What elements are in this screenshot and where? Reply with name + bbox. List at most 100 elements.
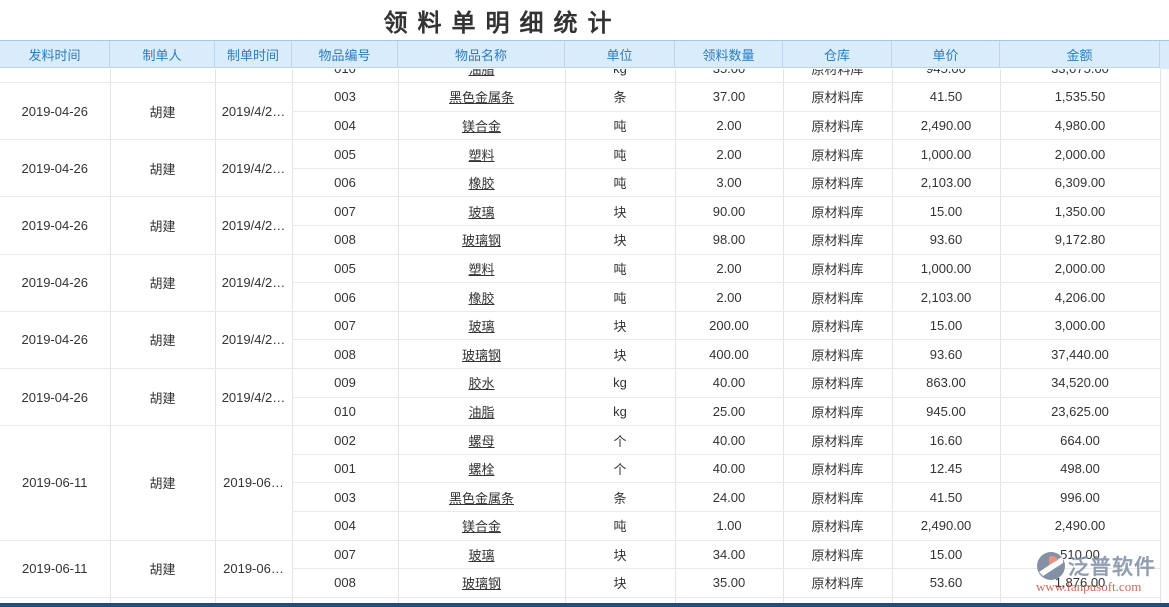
item-name-link[interactable]: 玻璃钢: [398, 339, 566, 370]
item-name-link[interactable]: 玻璃: [398, 196, 566, 227]
item-code-link[interactable]: 008: [292, 568, 399, 598]
creator-link[interactable]: 胡建: [110, 425, 216, 541]
unit-cell: kg: [565, 69, 676, 84]
item-name-link[interactable]: 镁合金: [398, 111, 566, 141]
created-time-cell: [215, 597, 293, 603]
item-code-link[interactable]: 008: [292, 225, 399, 255]
item-code-link[interactable]: 007: [292, 196, 399, 227]
warehouse-cell: 原材料库: [783, 225, 893, 255]
col-header-item-code: 物品编号: [292, 41, 398, 67]
price-cell: 1,000.00: [892, 139, 1001, 169]
amount-cell: 2,000.00: [1000, 254, 1160, 284]
table-header-row: 发料时间 制单人 制单时间 物品编号 物品名称 单位 领料数量 仓库 单价 金额: [0, 40, 1160, 68]
item-code-link[interactable]: 004: [292, 511, 399, 541]
price-cell: 93.60: [892, 339, 1001, 370]
item-name-link[interactable]: 玻璃: [398, 540, 566, 570]
warehouse-cell: [783, 597, 893, 603]
amount-cell: 33,075.00: [1000, 69, 1160, 84]
warehouse-cell: 原材料库: [783, 511, 893, 541]
price-cell: 93.60: [892, 225, 1001, 255]
item-code-link[interactable]: 005: [292, 254, 399, 284]
item-name-link[interactable]: 塑料: [398, 254, 566, 284]
item-code-link[interactable]: 007: [292, 540, 399, 570]
creator-link[interactable]: 胡建: [110, 139, 216, 198]
item-code-link[interactable]: 001: [292, 454, 399, 484]
price-cell: 15.00: [892, 311, 1001, 341]
creator-link[interactable]: 胡建: [110, 540, 216, 598]
item-code-link[interactable]: 010: [292, 397, 399, 427]
creator-link[interactable]: 胡建: [110, 82, 216, 141]
item-name-link[interactable]: 螺母: [398, 425, 566, 455]
unit-cell: 吨: [565, 111, 676, 141]
item-code-link[interactable]: 004: [292, 111, 399, 141]
item-code-link[interactable]: 003: [292, 482, 399, 512]
amount-cell: 996.00: [1000, 482, 1160, 512]
price-cell: 2,103.00: [892, 282, 1001, 312]
item-code-link[interactable]: 008: [292, 339, 399, 370]
item-code-link[interactable]: 005: [292, 139, 399, 169]
col-header-unit-price: 单价: [892, 41, 1000, 67]
table-row: 2019-04-26 胡建 2019/4/2… 003 黑色金属条条 37.00 原材料库 4…: [0, 82, 1160, 141]
item-name-link[interactable]: 玻璃钢: [398, 225, 566, 255]
table-row: 008 玻璃钢块 35.00 原材料库 53.60 1,876.00: [0, 568, 1160, 598]
amount-cell: 3,000.00: [1000, 311, 1160, 341]
page-title: 领料单明细统计: [383, 10, 622, 37]
qty-cell: 40.00: [675, 425, 784, 455]
issue-date-cell: [0, 69, 111, 84]
unit-cell: 块: [565, 568, 676, 598]
created-time-cell: 2019/4/2…: [215, 139, 293, 198]
table-row: 008 玻璃钢块 400.00 原材料库 93.60 37,440.00: [0, 339, 1160, 370]
item-name-link[interactable]: 螺栓: [398, 454, 566, 484]
price-cell: 15.00: [892, 540, 1001, 570]
item-name-link[interactable]: 镁合金: [398, 511, 566, 541]
item-code-link[interactable]: 007: [292, 311, 399, 341]
creator-link[interactable]: 胡建: [110, 311, 216, 370]
price-cell: 41.50: [892, 482, 1001, 512]
item-name-link[interactable]: 油脂: [398, 69, 566, 84]
item-name-link[interactable]: 油脂: [398, 397, 566, 427]
item-name-link[interactable]: 黑色金属条: [398, 82, 566, 112]
unit-cell: 吨: [565, 254, 676, 284]
unit-cell: 条: [565, 82, 676, 112]
item-code-link[interactable]: 002: [292, 425, 399, 455]
price-cell: 2,490.00: [892, 511, 1001, 541]
item-code-link[interactable]: 006: [292, 168, 399, 198]
warehouse-cell: 原材料库: [783, 111, 893, 141]
table-row: 2019-04-26 胡建 2019/4/2… 005 塑料吨 2.00 原材料库 1,000…: [0, 254, 1160, 312]
issue-date-cell: 2019-04-26: [0, 311, 111, 370]
item-name-link[interactable]: 橡胶: [398, 282, 566, 312]
warehouse-cell: 原材料库: [783, 339, 893, 370]
item-code-link[interactable]: 003: [292, 82, 399, 112]
creator-link[interactable]: 胡建: [110, 254, 216, 312]
created-time-cell: 2019-06…: [215, 540, 293, 598]
item-name-link[interactable]: 塑料: [398, 139, 566, 169]
item-name-link[interactable]: 胶水: [398, 368, 566, 398]
item-name-link[interactable]: 玻璃: [398, 311, 566, 341]
creator-link[interactable]: 胡建: [110, 368, 216, 427]
unit-cell: 块: [565, 311, 676, 341]
col-header-unit: 单位: [565, 41, 675, 67]
item-code-link[interactable]: 009: [292, 368, 399, 398]
issue-date-cell: 2019-04-26: [0, 82, 111, 141]
price-cell: 53.60: [892, 568, 1001, 598]
table-row: 2019-04-26 胡建 2019/4/2… 009 胶水 kg 40.00 原材料库 863…: [0, 368, 1160, 427]
col-header-creator: 制单人: [110, 41, 215, 67]
item-code-link[interactable]: 006: [292, 282, 399, 312]
issue-date-cell: [0, 597, 111, 603]
col-header-item-name: 物品名称: [398, 41, 565, 67]
amount-cell: 2,490.00: [1000, 511, 1160, 541]
item-name-link[interactable]: 黑色金属条: [398, 482, 566, 512]
creator-link[interactable]: 胡建: [110, 196, 216, 255]
item-name-link[interactable]: 橡胶: [398, 168, 566, 198]
unit-cell: 块: [565, 540, 676, 570]
warehouse-cell: 原材料库: [783, 82, 893, 112]
item-code-link[interactable]: 010: [292, 69, 399, 84]
qty-cell: 35.00: [675, 69, 784, 84]
created-time-cell: 2019/4/2…: [215, 196, 293, 255]
scrollbar-track[interactable]: [1160, 69, 1169, 603]
col-header-issue-date: 发料时间: [0, 41, 110, 67]
item-name-link[interactable]: 玻璃钢: [398, 568, 566, 598]
amount-cell: 4,980.00: [1000, 111, 1160, 141]
col-header-created-time: 制单时间: [215, 41, 292, 67]
